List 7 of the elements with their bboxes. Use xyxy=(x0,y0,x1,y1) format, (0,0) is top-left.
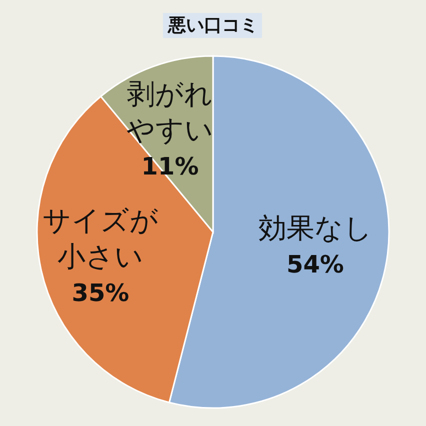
slice-label: サイズが小さい xyxy=(42,204,159,273)
slice-label: 剥がれやすい xyxy=(126,77,214,146)
data-label: 54% xyxy=(286,250,344,279)
chart-title: 悪い口コミ xyxy=(167,15,258,36)
slice-label: 効果なし xyxy=(258,212,372,245)
data-label: 35% xyxy=(72,278,130,307)
title: 悪い口コミ xyxy=(163,13,262,38)
